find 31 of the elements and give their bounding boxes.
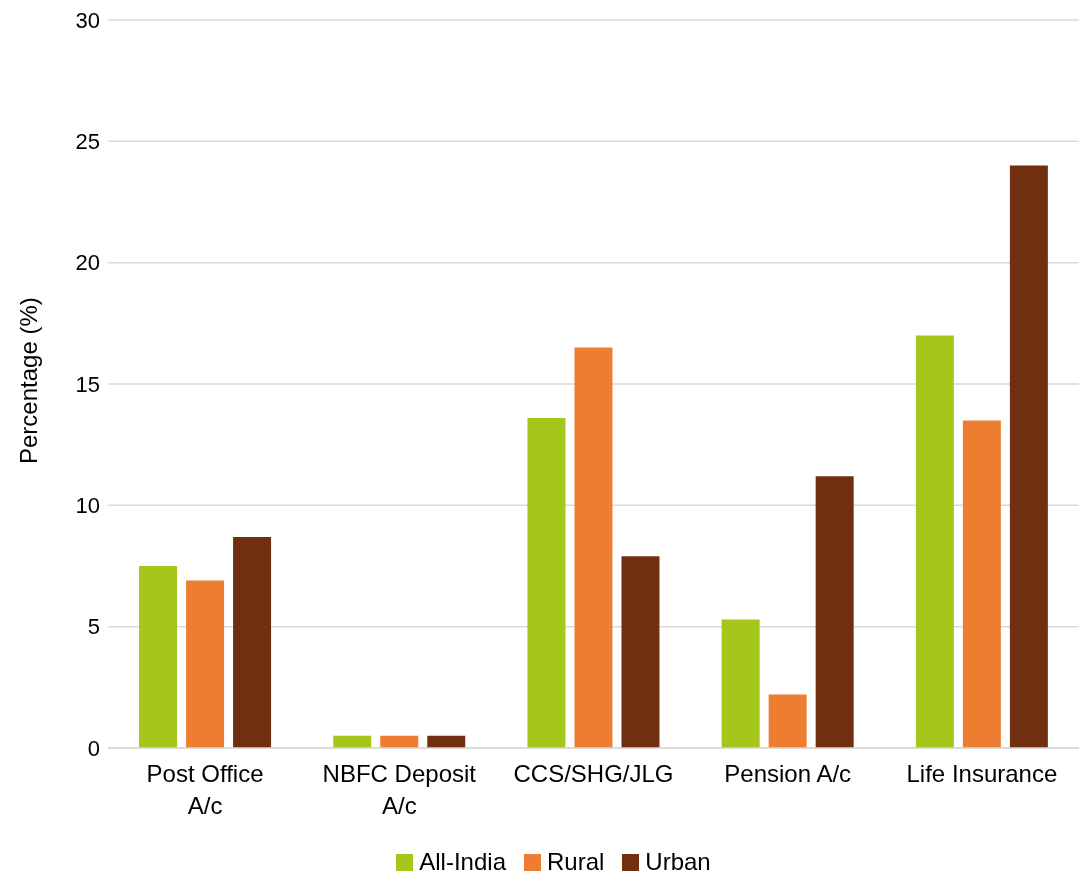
bar: [621, 556, 660, 748]
bar: [1009, 165, 1048, 748]
legend-label: All-India: [418, 848, 506, 876]
bar: [380, 735, 419, 748]
y-tick-label: 5: [87, 614, 100, 640]
x-tick-label: NBFC Deposit A/c: [322, 760, 477, 819]
bar: [915, 335, 954, 748]
legend-label: Urban: [644, 848, 711, 876]
y-tick-label: 10: [75, 493, 100, 519]
bar: [721, 619, 760, 748]
bar: [768, 694, 807, 748]
legend-label: Rural: [546, 848, 605, 876]
bar: [574, 347, 613, 748]
y-tick-label: 15: [75, 371, 100, 397]
bar: [186, 580, 225, 748]
y-tick-label: 20: [75, 250, 100, 276]
x-tick-label: Pension A/c: [724, 760, 852, 787]
bar: [815, 476, 854, 748]
x-tick-label: Life Insurance: [906, 760, 1058, 787]
y-tick-label: 30: [75, 7, 100, 33]
bar: [962, 420, 1001, 748]
y-tick-label: 0: [87, 735, 100, 761]
y-axis-title: Percentage (%): [14, 297, 42, 464]
x-tick-label: CCS/SHG/JLG: [513, 760, 674, 787]
x-tick-label: Post Office A/c: [146, 760, 264, 819]
bar: [333, 735, 372, 748]
bar: [139, 566, 178, 748]
bar: [527, 417, 566, 748]
bar: [427, 735, 466, 748]
y-tick-label: 25: [75, 129, 100, 155]
bar: [233, 536, 272, 748]
